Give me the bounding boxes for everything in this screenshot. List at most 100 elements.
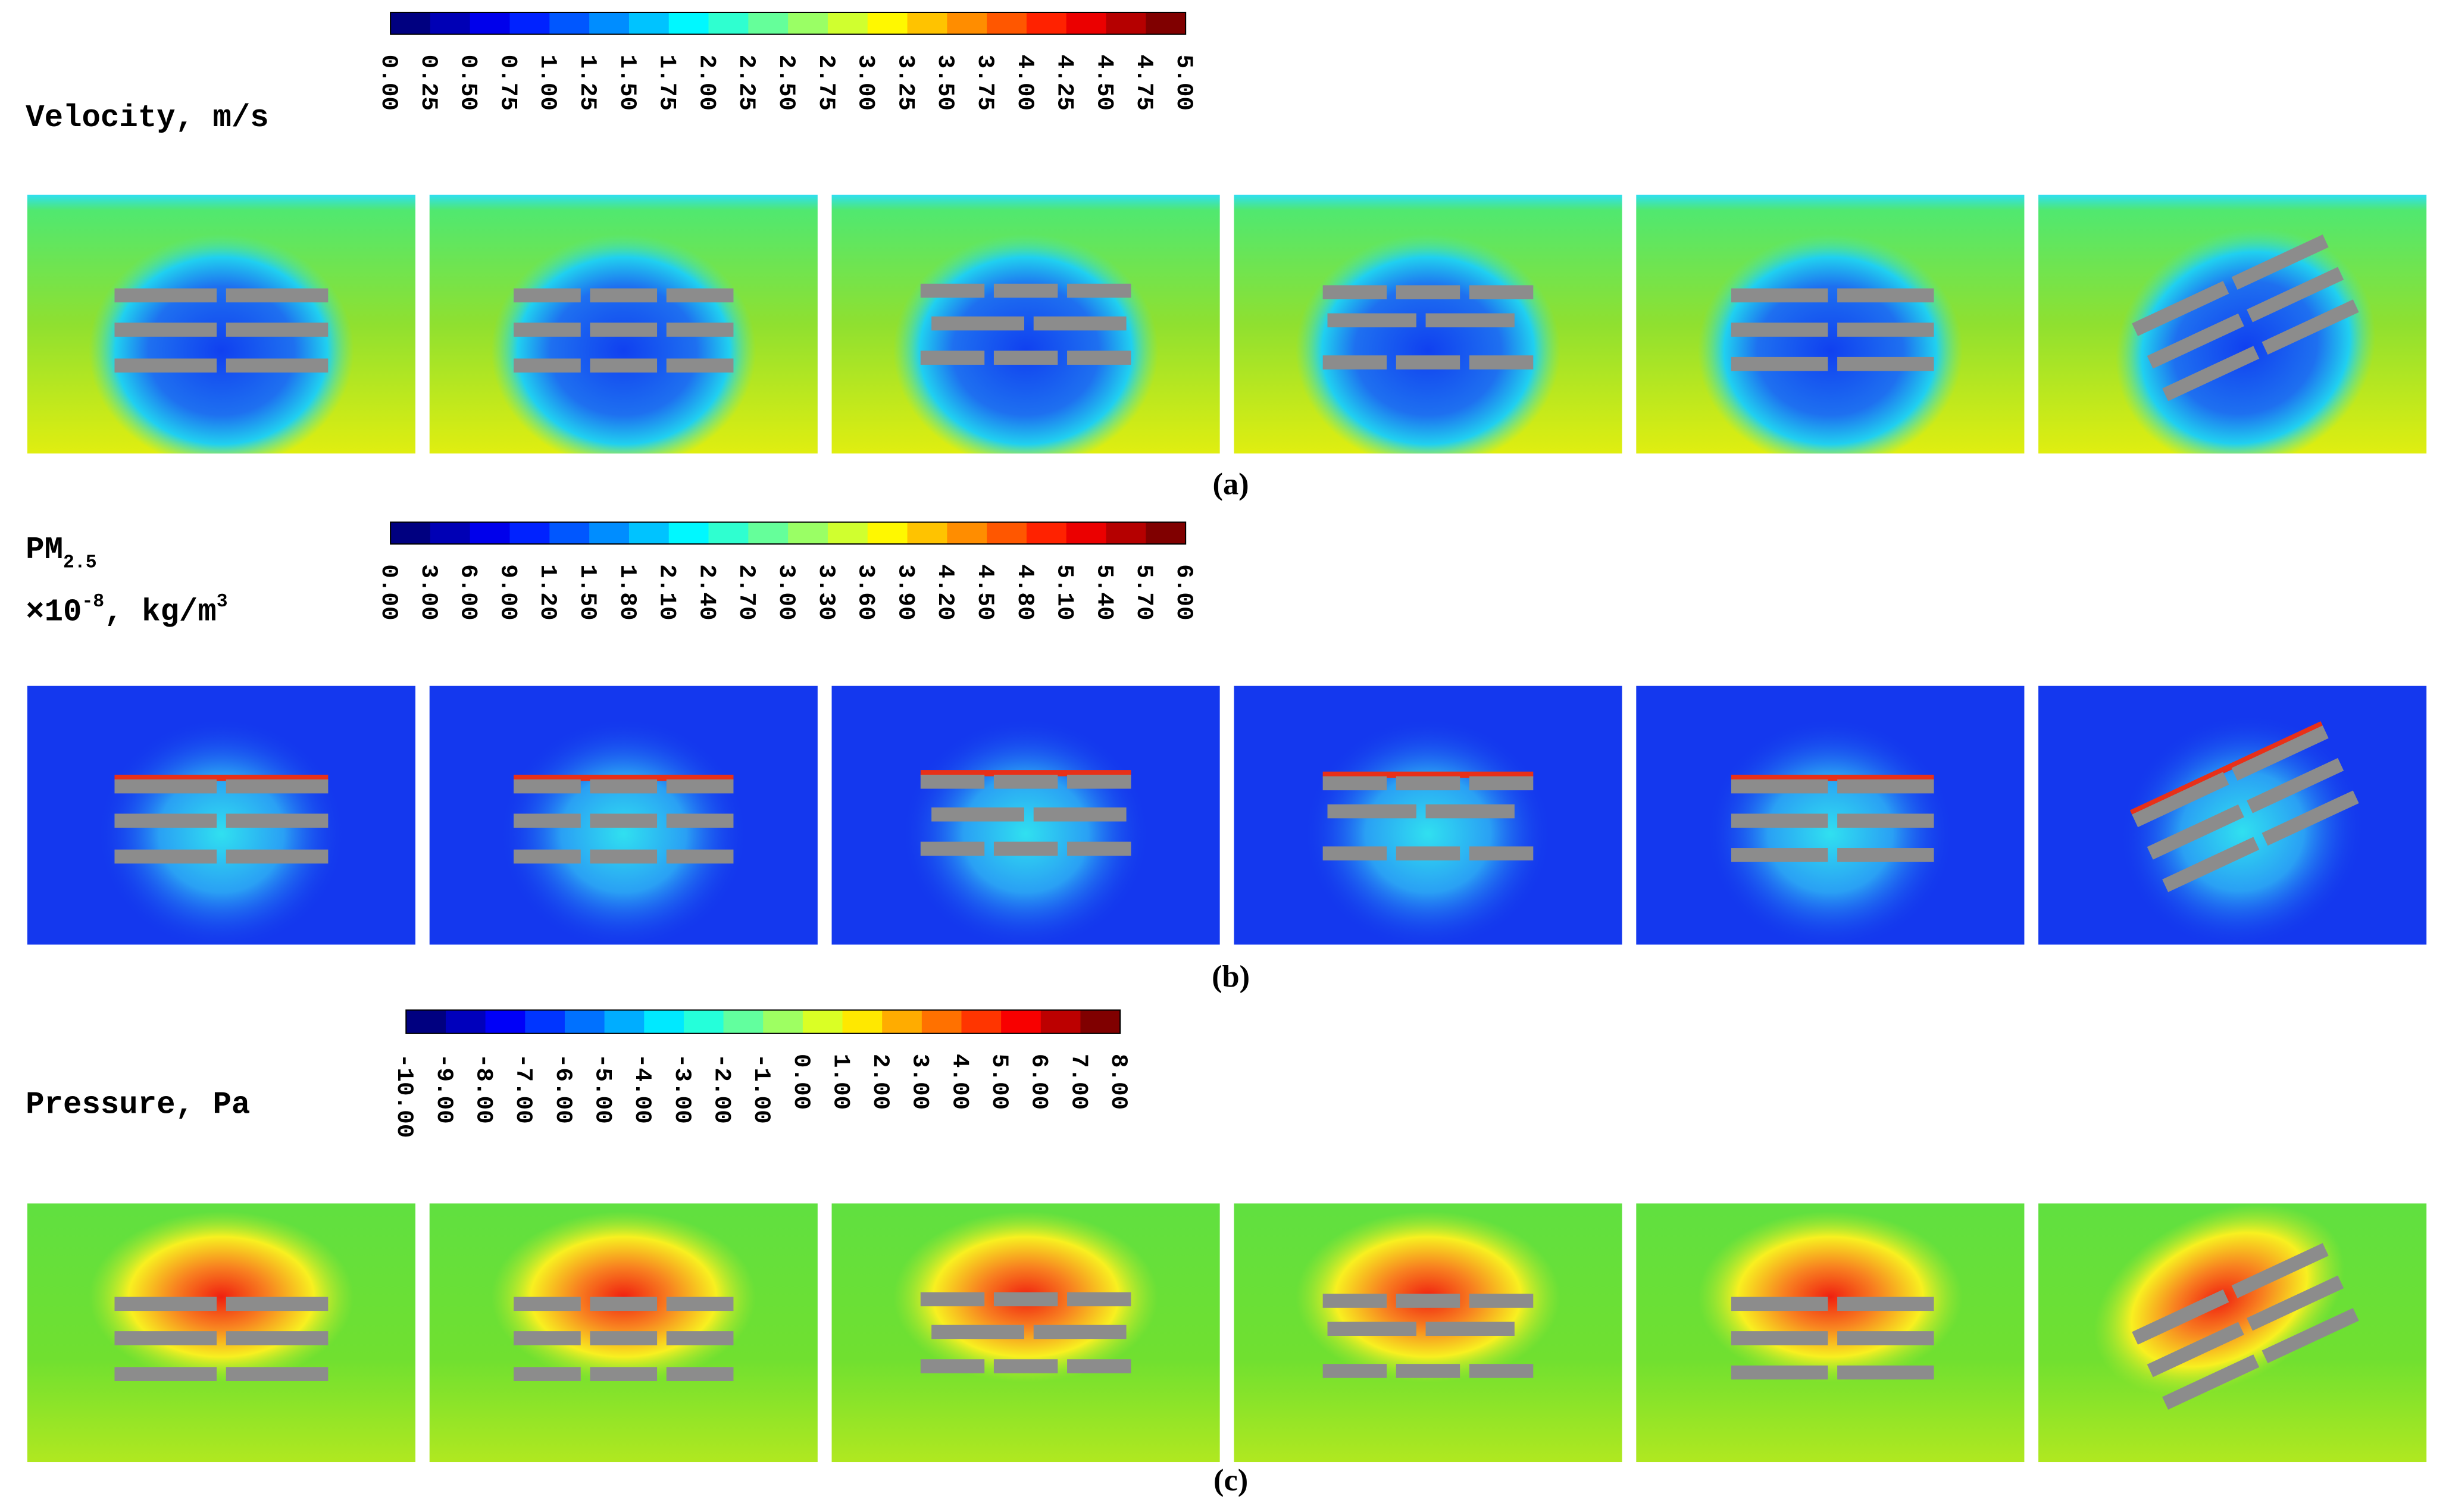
building [1396, 355, 1460, 370]
building [1837, 1365, 1934, 1380]
building [590, 813, 658, 828]
building [226, 779, 329, 794]
colorbar-tick-label: 2.70 [733, 564, 760, 620]
contour-panel [2038, 685, 2427, 945]
building [2162, 837, 2260, 893]
building [114, 849, 217, 864]
colorbar-tick-label: 1.50 [614, 55, 641, 111]
building [514, 358, 581, 373]
building [920, 774, 985, 789]
colorbar-bin [907, 522, 948, 544]
contour-panel [1636, 195, 2025, 454]
colorbar-tick-label: 6.00 [1171, 564, 1197, 620]
colorbar-tick-label: 2.40 [693, 564, 720, 620]
building [993, 1359, 1058, 1373]
building [993, 774, 1058, 789]
building [1322, 1364, 1387, 1378]
colorbar-bin [668, 12, 709, 35]
building [1327, 313, 1416, 328]
low-velocity-zone [89, 233, 354, 454]
building [1469, 1294, 1534, 1308]
building [226, 323, 329, 337]
colorbar-bin [802, 1010, 843, 1034]
building [2262, 790, 2359, 846]
building [1425, 1322, 1515, 1336]
building [2147, 313, 2244, 369]
colorbar-label: Pressure, Pa [26, 1087, 250, 1122]
colorbar-tick-label: 1.25 [574, 55, 601, 111]
colorbar-bin [907, 12, 948, 35]
colorbar-tick-label: -3.00 [669, 1054, 696, 1124]
pm-plume [901, 717, 1151, 945]
building [2162, 1354, 2260, 1410]
colorbar-bin [549, 12, 590, 35]
colorbar-tick-label: 0.75 [495, 55, 521, 111]
colorbar-tick-label: 0.50 [455, 55, 482, 111]
low-velocity-zone [491, 233, 756, 454]
building [1469, 846, 1534, 861]
building [2132, 281, 2229, 336]
pm-peak [1322, 771, 1534, 778]
label-part: ×10 [26, 594, 82, 630]
building [1322, 285, 1387, 299]
building [514, 813, 581, 828]
colorbar-tick-label: 0.00 [376, 55, 402, 111]
colorbar-label: PM2.5 [26, 532, 96, 574]
pm-plume [96, 717, 346, 945]
building [666, 1331, 734, 1345]
building [1837, 848, 1934, 862]
colorbar-bin [827, 522, 868, 544]
colorbar-tick-label: 4.20 [932, 564, 959, 620]
building [1731, 323, 1828, 337]
panel-caption: (b) [1212, 959, 1250, 994]
building [114, 1297, 217, 1311]
building [1396, 285, 1460, 299]
building [1469, 355, 1534, 370]
colorbar-bin [788, 12, 828, 35]
building [666, 1367, 734, 1381]
building [114, 813, 217, 828]
contour-panel [429, 1203, 818, 1463]
colorbar-tick-label: 4.00 [946, 1054, 973, 1110]
colorbar-bin [987, 522, 1027, 544]
building [114, 779, 217, 794]
pm-plume [2119, 713, 2366, 945]
colorbar-bin [430, 12, 471, 35]
contour-panel [1234, 685, 1622, 945]
building [1469, 1364, 1534, 1378]
pm-peak [2129, 721, 2323, 816]
building [514, 288, 581, 303]
colorbar-frame [405, 1009, 1121, 1034]
building [1067, 283, 1131, 298]
colorbar-tick-label: 6.00 [455, 564, 482, 620]
building [514, 1297, 581, 1311]
pm-plume [499, 717, 749, 945]
colorbar-bin [683, 1010, 724, 1034]
building [2147, 804, 2244, 860]
colorbar-tick-label: 5.00 [1171, 55, 1197, 111]
building [1322, 1294, 1387, 1308]
colorbar-tick-label: 0.25 [415, 55, 442, 111]
building [2132, 772, 2229, 828]
colorbar-bin [708, 522, 749, 544]
colorbar-tick-label: 1.00 [827, 1054, 854, 1110]
contour-panel [27, 685, 416, 945]
building [931, 807, 1025, 822]
colorbar-bin [921, 1010, 962, 1034]
building [1469, 776, 1534, 791]
building [1837, 813, 1934, 828]
colorbar-tick-label: -7.00 [510, 1054, 537, 1124]
colorbar-bin [445, 1010, 486, 1034]
colorbar-bin [1106, 12, 1147, 35]
colorbar-bin [1026, 12, 1067, 35]
colorbar-tick-label: 3.30 [813, 564, 840, 620]
building [226, 1297, 329, 1311]
colorbar-tick-label: 0.00 [788, 1054, 815, 1110]
colorbar-tick-label: 2.00 [693, 55, 720, 111]
label-part: PM [26, 532, 63, 568]
colorbar-bin [644, 1010, 684, 1034]
colorbar-tick-label: 3.50 [932, 55, 959, 111]
colorbar-tick-label: -4.00 [629, 1054, 656, 1124]
